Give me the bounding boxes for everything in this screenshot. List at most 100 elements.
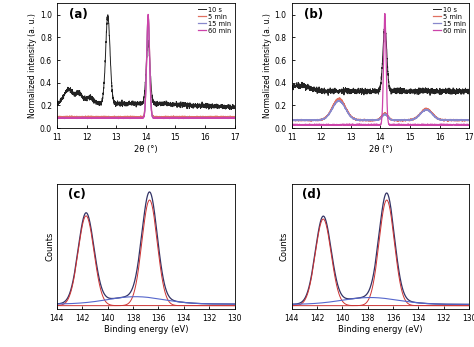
- 5 min: [400, 119, 405, 124]
- 10 s: [194, 104, 200, 108]
- 5 min: [461, 118, 467, 122]
- 5 min: [185, 116, 191, 120]
- Y-axis label: Normalized intensity (a. u.): Normalized intensity (a. u.): [28, 13, 37, 118]
- 15 min: [227, 116, 232, 120]
- 10 s: [429, 90, 435, 94]
- Line: 10 s: 10 s: [292, 23, 469, 95]
- 5 min: [136, 115, 141, 119]
- 15 min: [461, 118, 467, 122]
- Text: (b): (b): [304, 8, 323, 22]
- Line: 60 min: 60 min: [292, 14, 469, 126]
- 10 s: [289, 84, 294, 88]
- X-axis label: Binding energy (eV): Binding energy (eV): [103, 325, 188, 335]
- 10 s: [136, 100, 142, 104]
- 10 s: [227, 107, 232, 111]
- 60 min: [136, 116, 141, 120]
- 5 min: [337, 96, 343, 100]
- 5 min: [54, 115, 60, 119]
- 10 s: [375, 88, 381, 92]
- 10 s: [54, 99, 60, 103]
- 5 min: [461, 118, 467, 122]
- 10 s: [382, 21, 388, 25]
- 5 min: [227, 115, 232, 119]
- 60 min: [439, 124, 445, 128]
- 15 min: [227, 116, 232, 120]
- 60 min: [54, 116, 60, 120]
- X-axis label: 2θ (°): 2θ (°): [369, 145, 392, 154]
- 10 s: [232, 104, 237, 108]
- Line: 5 min: 5 min: [292, 98, 469, 121]
- 15 min: [63, 116, 69, 120]
- 60 min: [466, 123, 472, 127]
- Line: 15 min: 15 min: [292, 101, 469, 121]
- 5 min: [289, 118, 294, 122]
- 15 min: [371, 118, 376, 122]
- 60 min: [461, 123, 467, 127]
- 15 min: [145, 15, 151, 19]
- 15 min: [466, 118, 472, 122]
- 10 s: [461, 88, 467, 92]
- 5 min: [140, 115, 146, 119]
- 5 min: [194, 115, 200, 119]
- 60 min: [370, 123, 376, 127]
- Legend: 10 s, 5 min, 15 min, 60 min: 10 s, 5 min, 15 min, 60 min: [197, 6, 233, 35]
- 15 min: [336, 99, 342, 103]
- 15 min: [54, 116, 60, 120]
- Text: (c): (c): [67, 188, 85, 201]
- X-axis label: Binding energy (eV): Binding energy (eV): [338, 325, 423, 335]
- 10 s: [141, 101, 146, 105]
- 60 min: [232, 116, 237, 120]
- 15 min: [298, 118, 303, 122]
- 10 s: [227, 104, 232, 108]
- 15 min: [140, 115, 146, 119]
- 15 min: [461, 118, 467, 122]
- Y-axis label: Normalized intensity (a. u.): Normalized intensity (a. u.): [263, 13, 272, 118]
- 60 min: [161, 117, 167, 121]
- 15 min: [176, 117, 182, 121]
- 10 s: [298, 85, 303, 89]
- 5 min: [232, 115, 237, 119]
- 10 s: [325, 93, 331, 98]
- 10 s: [227, 107, 232, 111]
- 60 min: [375, 123, 381, 127]
- Text: (d): (d): [302, 188, 321, 201]
- 15 min: [194, 116, 200, 120]
- 5 min: [63, 115, 69, 119]
- 60 min: [63, 116, 69, 120]
- 15 min: [289, 118, 294, 122]
- 60 min: [461, 122, 467, 127]
- Line: 10 s: 10 s: [57, 15, 235, 109]
- 5 min: [429, 111, 435, 115]
- 15 min: [136, 116, 141, 120]
- 10 s: [371, 90, 376, 94]
- 15 min: [232, 116, 237, 120]
- Line: 15 min: 15 min: [57, 17, 235, 119]
- 60 min: [382, 11, 388, 16]
- 60 min: [298, 123, 303, 127]
- 60 min: [289, 123, 294, 127]
- 10 s: [105, 13, 110, 17]
- 5 min: [371, 118, 376, 122]
- X-axis label: 2θ (°): 2θ (°): [134, 145, 157, 154]
- 10 s: [466, 87, 472, 91]
- Y-axis label: Counts: Counts: [280, 232, 289, 261]
- 5 min: [146, 15, 151, 19]
- 60 min: [227, 116, 232, 120]
- 5 min: [298, 119, 303, 123]
- Line: 60 min: 60 min: [57, 14, 235, 119]
- 60 min: [145, 12, 151, 16]
- 5 min: [375, 118, 381, 122]
- 15 min: [293, 119, 299, 123]
- 60 min: [428, 123, 434, 127]
- Legend: 10 s, 5 min, 15 min, 60 min: 10 s, 5 min, 15 min, 60 min: [431, 6, 467, 35]
- Text: (a): (a): [69, 8, 88, 22]
- 15 min: [429, 111, 435, 116]
- 60 min: [140, 116, 146, 120]
- 10 s: [461, 88, 467, 93]
- Y-axis label: Counts: Counts: [45, 232, 54, 261]
- 15 min: [375, 118, 381, 122]
- 10 s: [63, 89, 69, 93]
- 5 min: [466, 118, 472, 122]
- Line: 5 min: 5 min: [57, 17, 235, 118]
- 60 min: [227, 116, 232, 120]
